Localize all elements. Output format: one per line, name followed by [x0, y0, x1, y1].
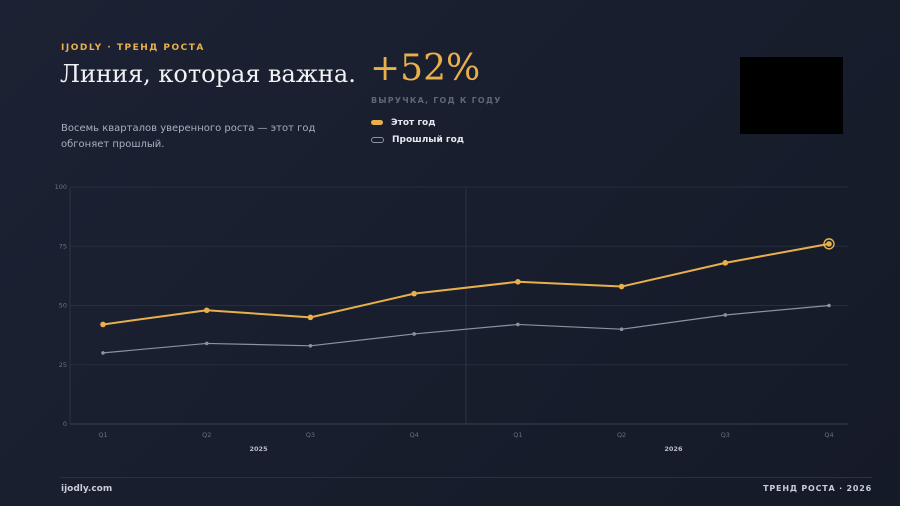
data-point-previous: [516, 322, 520, 327]
data-point-previous: [204, 341, 209, 346]
legend-swatch-current: [371, 120, 383, 125]
y-tick-label: 25: [59, 361, 67, 369]
y-tick-label: 75: [59, 242, 67, 250]
year-label: 2025: [250, 445, 269, 453]
x-tick-label: Q3: [306, 431, 315, 439]
legend-label-current: Этот год: [391, 117, 436, 128]
data-point-current: [722, 260, 729, 266]
brand-label: IJODLY · ТРЕНД РОСТА: [61, 43, 205, 53]
line-chart: 0 25 50 75 100 Q1 Q2 Q3 Q4 Q1 Q2 Q3 Q4 2025 2026: [55, 183, 848, 453]
series-line-previous: [102, 304, 830, 354]
chart-legend: Этот год Прошлый год: [371, 114, 464, 148]
data-point-previous: [619, 327, 624, 332]
highlight-ring: [823, 238, 835, 250]
data-point-previous: [101, 351, 105, 355]
data-point-current: [100, 321, 106, 328]
kpi-label: ВЫРУЧКА, ГОД К ГОДУ: [371, 96, 502, 105]
x-tick-label: Q1: [98, 431, 107, 439]
year-label: 2026: [664, 445, 683, 453]
legend-item-previous: Прошлый год: [371, 131, 464, 148]
data-point-previous: [412, 332, 416, 336]
y-tick-label: 50: [59, 302, 67, 310]
kpi-value: +52%: [370, 48, 481, 89]
data-point-current: [203, 307, 210, 314]
x-tick-label: Q4: [824, 431, 833, 439]
x-tick-label: Q1: [513, 431, 522, 439]
y-tick-label: 100: [55, 183, 67, 191]
x-tick-label: Q2: [617, 431, 626, 439]
legend-swatch-previous: [371, 136, 384, 143]
series-line-current: [102, 242, 830, 326]
x-tick-label: Q2: [202, 431, 211, 439]
data-point-current: [307, 314, 314, 321]
data-point-current: [411, 290, 417, 297]
x-tick-label: Q4: [410, 431, 419, 439]
footer-website[interactable]: ijodly.com: [61, 484, 113, 494]
legend-label-previous: Прошлый год: [392, 134, 465, 145]
data-point-previous: [308, 343, 313, 348]
data-point-previous: [723, 313, 728, 317]
qr-code-placeholder: [740, 57, 843, 134]
data-point-current: [618, 283, 625, 290]
legend-item-current: Этот год: [371, 114, 464, 131]
page-title: Линия, которая важна.: [60, 60, 356, 88]
footer-divider: [60, 477, 872, 478]
data-point-previous: [827, 303, 831, 308]
page-subtitle: Восемь кварталов уверенного роста — этот…: [61, 123, 316, 150]
data-point-current: [826, 241, 832, 247]
data-point-current: [515, 279, 521, 285]
footer-caption: ТРЕНД РОСТА · 2026: [763, 484, 872, 493]
x-tick-label: Q3: [721, 431, 730, 439]
y-tick-label: 0: [63, 420, 67, 428]
